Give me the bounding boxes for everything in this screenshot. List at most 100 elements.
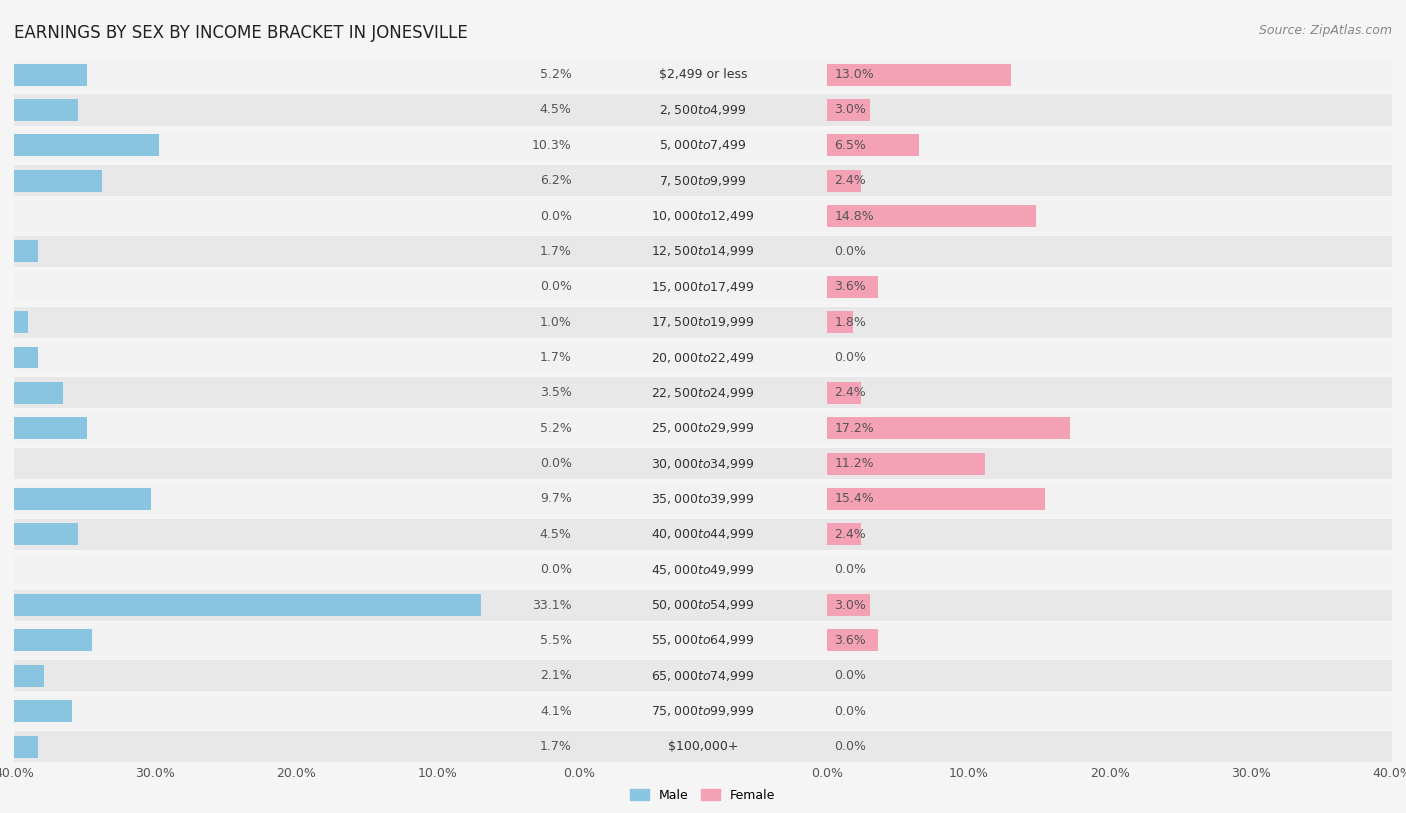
Bar [579, 448, 827, 479]
Bar [14, 94, 579, 125]
Text: 1.7%: 1.7% [540, 245, 572, 258]
Bar [827, 413, 1392, 444]
Text: $50,000 to $54,999: $50,000 to $54,999 [651, 598, 755, 612]
Text: EARNINGS BY SEX BY INCOME BRACKET IN JONESVILLE: EARNINGS BY SEX BY INCOME BRACKET IN JON… [14, 24, 468, 42]
Bar [579, 589, 827, 620]
Text: 0.0%: 0.0% [834, 740, 866, 753]
Bar [579, 660, 827, 691]
Bar [579, 377, 827, 408]
Bar [14, 63, 87, 85]
Text: 4.5%: 4.5% [540, 103, 572, 116]
Text: 5.5%: 5.5% [540, 634, 572, 647]
Text: 3.5%: 3.5% [540, 386, 572, 399]
Bar [579, 272, 827, 302]
Legend: Male, Female: Male, Female [626, 784, 780, 806]
Text: 0.0%: 0.0% [834, 563, 866, 576]
Bar [14, 201, 579, 232]
Bar [827, 134, 920, 156]
Bar [579, 731, 827, 762]
Bar [579, 201, 827, 232]
Text: $10,000 to $12,499: $10,000 to $12,499 [651, 209, 755, 223]
Bar [827, 99, 869, 121]
Bar [827, 165, 1392, 196]
Bar [14, 413, 579, 444]
Bar [14, 731, 579, 762]
Bar [827, 453, 986, 475]
Text: 0.0%: 0.0% [540, 210, 572, 223]
Bar [827, 276, 879, 298]
Bar [14, 736, 38, 758]
Bar [14, 665, 44, 687]
Text: 4.1%: 4.1% [540, 705, 572, 718]
Bar [14, 130, 579, 161]
Text: 14.8%: 14.8% [834, 210, 875, 223]
Text: 17.2%: 17.2% [834, 422, 875, 435]
Bar [14, 59, 579, 90]
Bar [14, 589, 579, 620]
Text: $7,500 to $9,999: $7,500 to $9,999 [659, 174, 747, 188]
Bar [14, 382, 63, 404]
Bar [827, 625, 1392, 656]
Text: 1.0%: 1.0% [540, 315, 572, 328]
Bar [14, 417, 87, 439]
Text: 0.0%: 0.0% [540, 280, 572, 293]
Bar [14, 241, 38, 263]
Bar [827, 272, 1392, 302]
Bar [579, 519, 827, 550]
Text: 1.7%: 1.7% [540, 740, 572, 753]
Bar [579, 696, 827, 727]
Bar [579, 307, 827, 337]
Bar [827, 484, 1392, 515]
Text: 0.0%: 0.0% [834, 705, 866, 718]
Bar [827, 417, 1070, 439]
Bar [827, 377, 1392, 408]
Text: 2.1%: 2.1% [540, 669, 572, 682]
Text: 0.0%: 0.0% [540, 563, 572, 576]
Bar [579, 236, 827, 267]
Bar [579, 413, 827, 444]
Bar [14, 236, 579, 267]
Bar [14, 272, 579, 302]
Bar [14, 594, 481, 616]
Bar [827, 696, 1392, 727]
Bar [827, 205, 1036, 227]
Bar [827, 59, 1392, 90]
Bar [827, 236, 1392, 267]
Bar [14, 307, 579, 337]
Bar [14, 165, 579, 196]
Bar [827, 589, 1392, 620]
Bar [14, 448, 579, 479]
Text: $100,000+: $100,000+ [668, 740, 738, 753]
Text: 5.2%: 5.2% [540, 422, 572, 435]
Bar [14, 700, 72, 722]
Bar [827, 130, 1392, 161]
Bar [14, 170, 101, 192]
Bar [827, 94, 1392, 125]
Text: 6.2%: 6.2% [540, 174, 572, 187]
Text: 1.7%: 1.7% [540, 351, 572, 364]
Bar [827, 201, 1392, 232]
Bar [14, 524, 77, 546]
Bar [827, 594, 869, 616]
Bar [827, 382, 860, 404]
Bar [579, 554, 827, 585]
Text: Source: ZipAtlas.com: Source: ZipAtlas.com [1258, 24, 1392, 37]
Text: $30,000 to $34,999: $30,000 to $34,999 [651, 457, 755, 471]
Bar [14, 342, 579, 373]
Text: 2.4%: 2.4% [834, 174, 866, 187]
Bar [579, 165, 827, 196]
Bar [14, 519, 579, 550]
Bar [14, 377, 579, 408]
Bar [14, 696, 579, 727]
Text: 5.2%: 5.2% [540, 68, 572, 81]
Text: 11.2%: 11.2% [834, 457, 875, 470]
Text: 9.7%: 9.7% [540, 493, 572, 506]
Text: $75,000 to $99,999: $75,000 to $99,999 [651, 704, 755, 718]
Text: $20,000 to $22,499: $20,000 to $22,499 [651, 350, 755, 364]
Bar [579, 59, 827, 90]
Text: 2.4%: 2.4% [834, 528, 866, 541]
Text: $2,500 to $4,999: $2,500 to $4,999 [659, 103, 747, 117]
Bar [827, 524, 860, 546]
Text: $40,000 to $44,999: $40,000 to $44,999 [651, 528, 755, 541]
Bar [827, 488, 1045, 510]
